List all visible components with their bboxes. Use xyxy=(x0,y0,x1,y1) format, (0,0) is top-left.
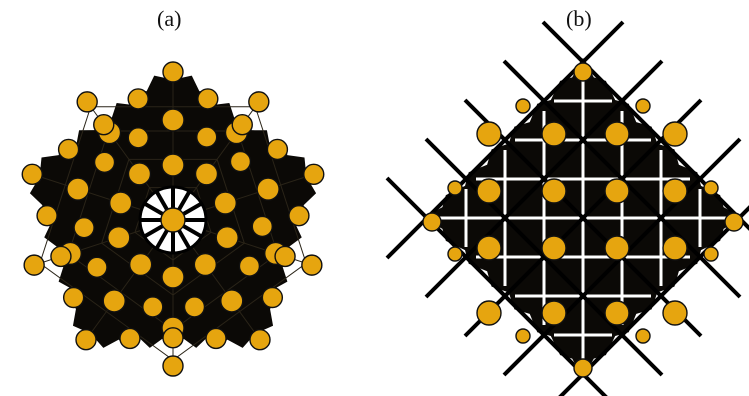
atom xyxy=(57,138,80,161)
panel-b-cluster xyxy=(385,20,749,396)
atom xyxy=(447,180,463,196)
atom xyxy=(197,88,219,110)
atom xyxy=(476,300,502,326)
atom xyxy=(301,254,323,276)
atom xyxy=(662,178,688,204)
atom xyxy=(21,163,43,185)
atom xyxy=(66,177,90,201)
atom xyxy=(573,358,593,378)
atom xyxy=(93,151,116,174)
atom xyxy=(604,300,630,326)
atom xyxy=(288,204,310,227)
atom xyxy=(476,121,502,147)
atom xyxy=(205,327,227,350)
atom xyxy=(220,289,244,313)
bond-network xyxy=(385,20,749,396)
atom xyxy=(541,121,567,147)
atom xyxy=(162,355,184,377)
atom xyxy=(161,265,185,289)
atom xyxy=(127,88,149,110)
atom xyxy=(73,216,95,239)
atom xyxy=(251,215,274,238)
atom xyxy=(274,245,296,268)
atom xyxy=(515,98,531,114)
atom xyxy=(86,256,108,278)
atom xyxy=(127,127,149,149)
atom xyxy=(213,191,238,215)
atom xyxy=(127,162,152,186)
atom xyxy=(162,327,184,349)
atom xyxy=(128,252,153,277)
atom xyxy=(703,180,719,196)
atom xyxy=(193,252,218,277)
atom xyxy=(256,177,280,201)
atom xyxy=(447,246,463,262)
atom xyxy=(160,207,186,233)
atom xyxy=(724,212,744,232)
atom xyxy=(261,286,284,309)
atom xyxy=(102,289,126,313)
atom xyxy=(36,204,58,227)
atom xyxy=(266,138,289,161)
atom xyxy=(119,327,141,350)
atom xyxy=(635,328,651,344)
void-rim xyxy=(138,185,208,255)
atom xyxy=(662,235,688,261)
atom xyxy=(703,246,719,262)
atom xyxy=(604,121,630,147)
atom xyxy=(541,300,567,326)
atom xyxy=(248,91,270,113)
atom xyxy=(215,225,239,250)
atom xyxy=(183,296,206,318)
panel-a-cluster xyxy=(21,61,325,377)
atom xyxy=(476,235,502,261)
atom xyxy=(303,163,325,185)
atom xyxy=(662,121,688,147)
atom xyxy=(541,178,567,204)
atom xyxy=(142,296,164,318)
atom xyxy=(196,126,218,148)
atom xyxy=(573,62,593,82)
atom xyxy=(76,91,98,113)
atom xyxy=(635,98,651,114)
atom xyxy=(93,113,115,136)
atom xyxy=(541,235,567,261)
atom xyxy=(162,61,184,83)
atom xyxy=(194,162,219,186)
atom xyxy=(231,113,253,136)
atom xyxy=(662,300,688,326)
atom xyxy=(515,328,531,344)
atom xyxy=(238,255,261,277)
atom xyxy=(107,225,131,250)
atom xyxy=(62,286,85,309)
panel-a-label: (a) xyxy=(157,6,182,31)
atom xyxy=(108,191,133,215)
atom xyxy=(476,178,502,204)
atom xyxy=(604,235,630,261)
bond-ring xyxy=(39,106,307,361)
atom xyxy=(161,108,185,132)
atom xyxy=(50,245,72,268)
panel-b-label: (b) xyxy=(566,6,592,31)
atom xyxy=(249,329,271,351)
atom xyxy=(229,150,252,173)
atom xyxy=(161,153,185,177)
atom xyxy=(422,212,442,232)
atom xyxy=(604,178,630,204)
atom xyxy=(75,329,97,351)
atom xyxy=(23,254,45,276)
